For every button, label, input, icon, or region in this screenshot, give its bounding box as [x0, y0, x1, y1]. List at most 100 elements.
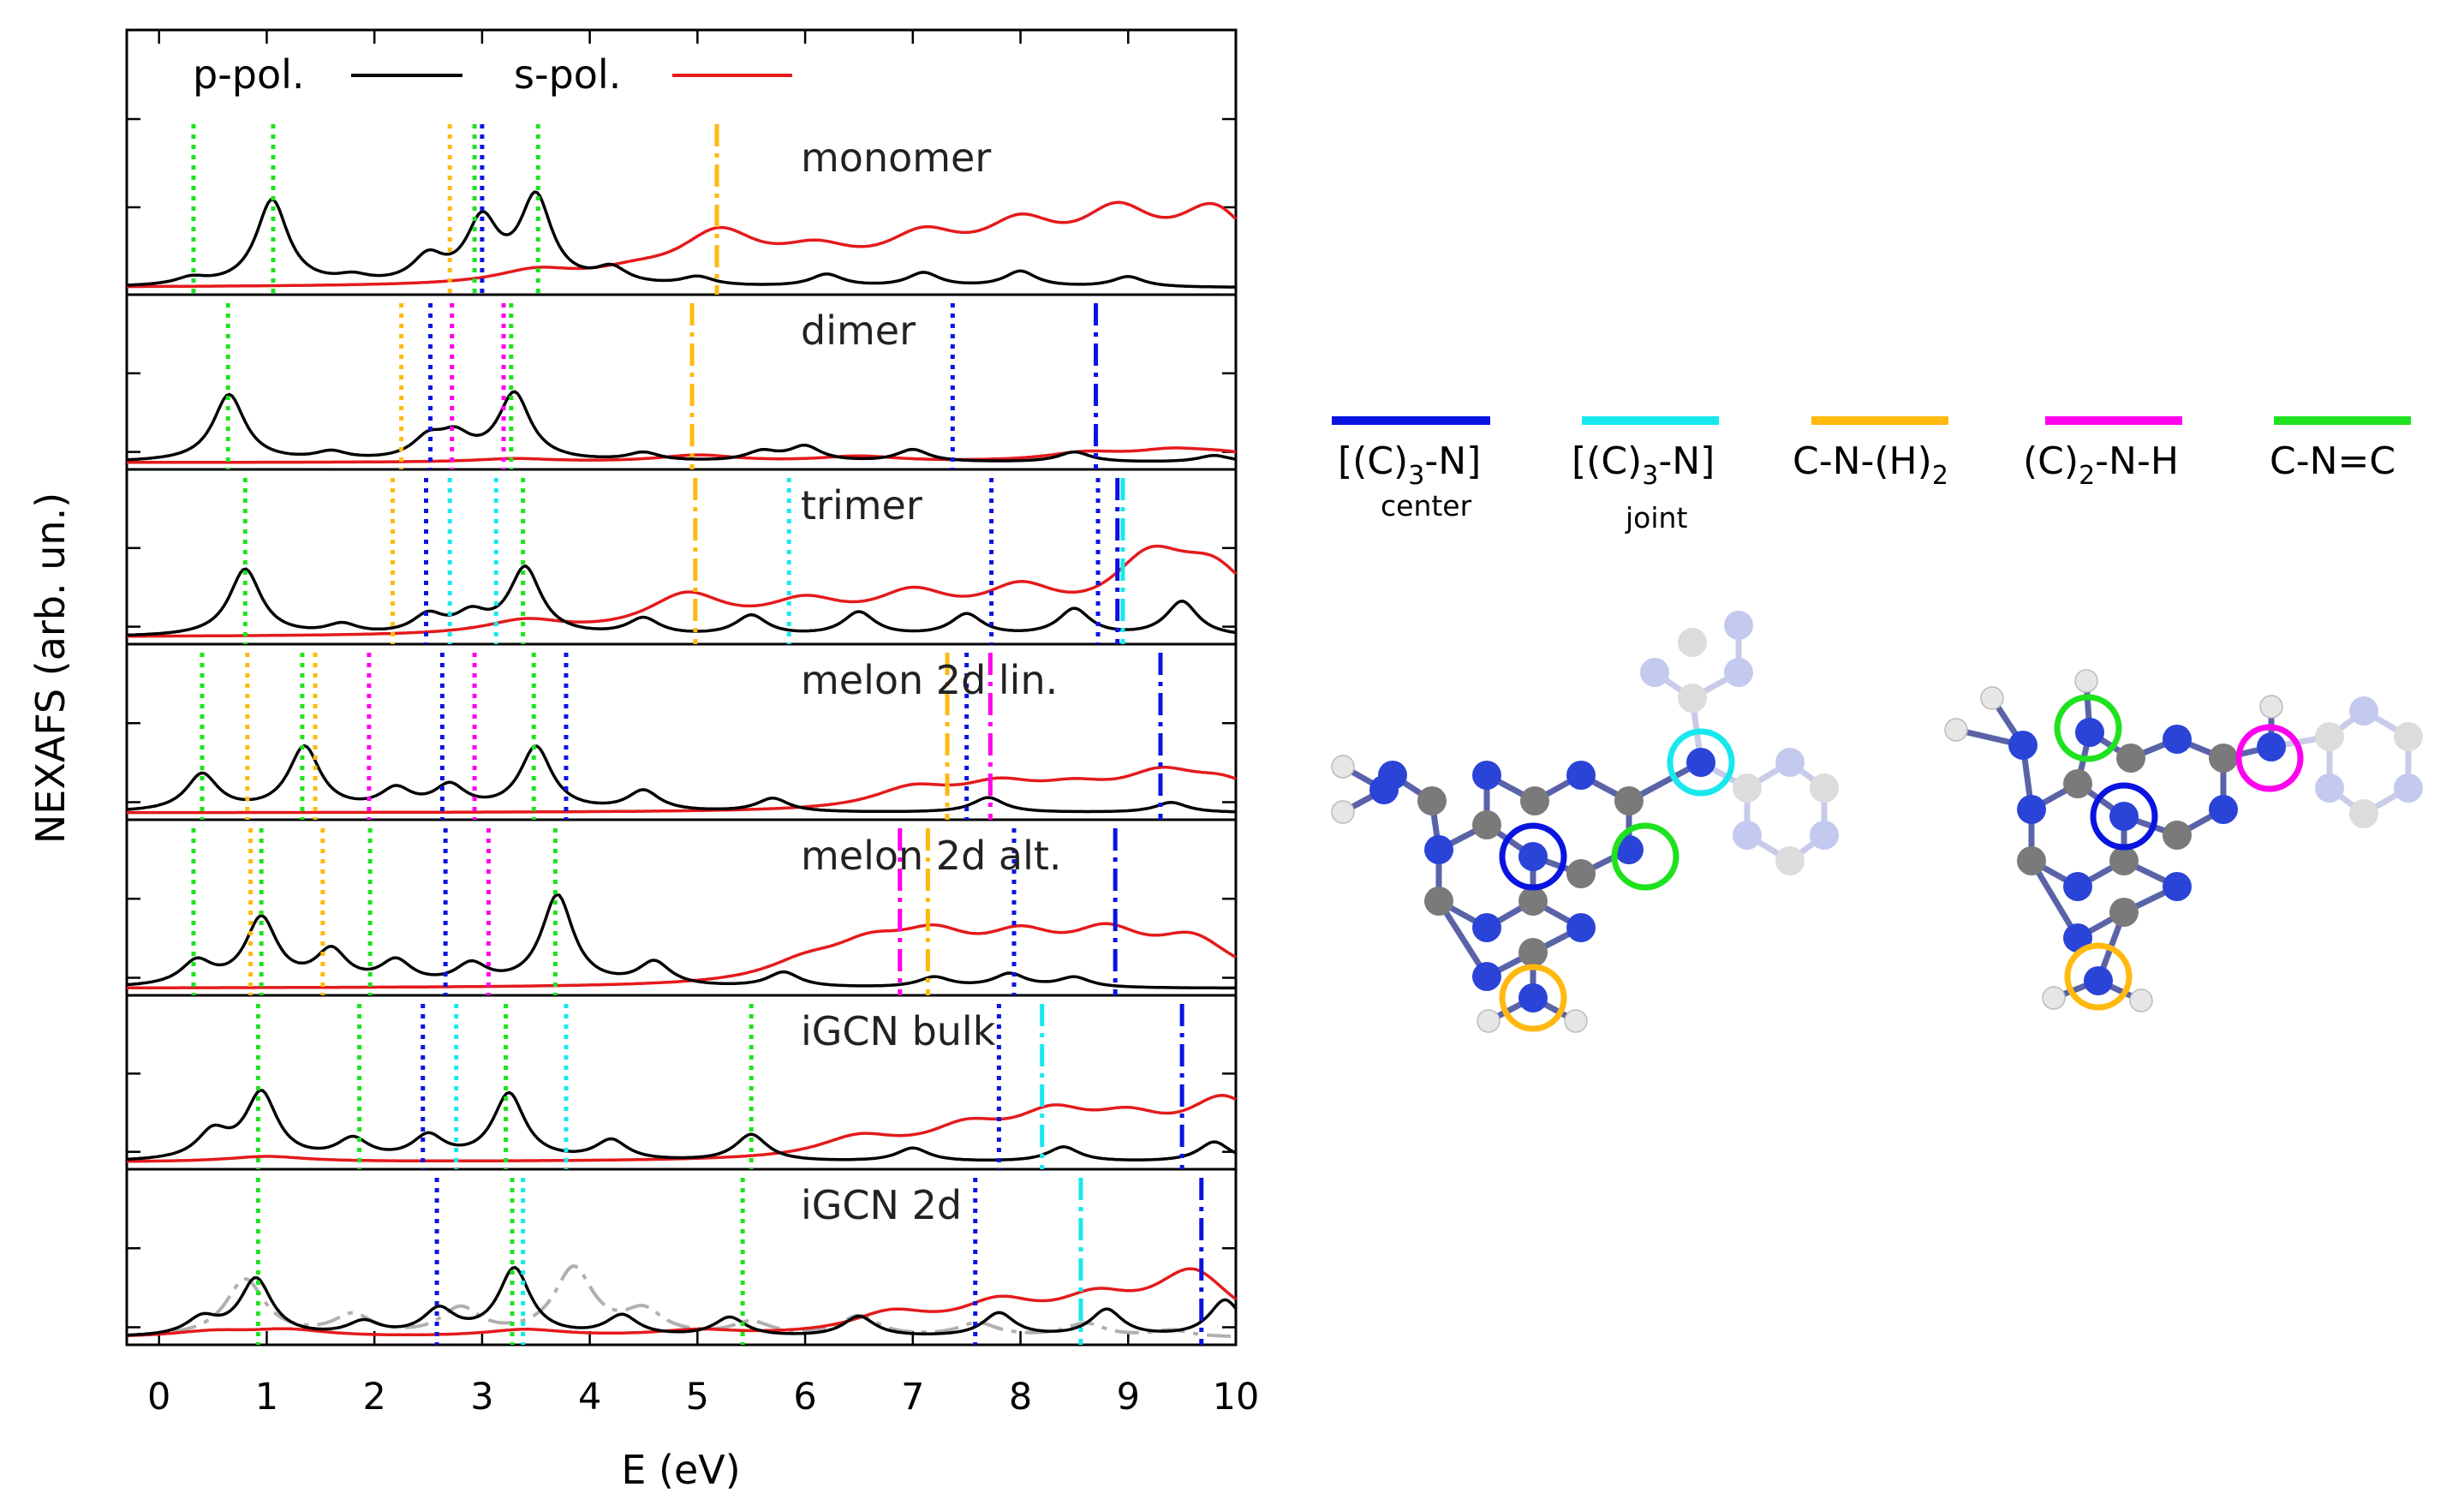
nitrogen-atom: [2017, 795, 2046, 824]
carbon-atom: [2394, 722, 2423, 751]
nitrogen-atom: [1724, 611, 1753, 640]
s-pol-curve: [126, 766, 1237, 815]
carbon-atom: [2349, 799, 2378, 828]
nitrogen-atom: [2394, 773, 2423, 803]
carbon-atom: [2163, 821, 2192, 850]
green-highlight-ring: [1611, 822, 1679, 891]
panel-dimer: dimer: [126, 303, 1237, 469]
bond-type-key: [(C)3-N] center [(C)3-N] joint C-N-(H)2 …: [1332, 416, 2411, 535]
p-pol-curve: [126, 190, 1237, 289]
panel-igcn-bulk: iGCN bulk: [126, 1004, 1237, 1169]
nitrogen-atom: [1472, 962, 1501, 991]
carbon-atom: [2017, 846, 2046, 875]
panel-igcn-2d: iGCN 2d: [126, 1178, 1238, 1345]
nitrogen-atom: [1686, 748, 1715, 777]
legend-p-pol-label: p-pol.: [193, 51, 305, 98]
key-sub-joint: joint: [1625, 501, 1687, 535]
bond: [1436, 899, 1489, 978]
nitrogen-atom: [1566, 761, 1596, 790]
key-label-center: [(C)3-N]: [1338, 439, 1481, 491]
carbon-atom: [1678, 684, 1707, 713]
carbon-atom: [1520, 786, 1549, 815]
x-tick-label: 9: [1117, 1376, 1140, 1418]
key-swatch-imine: [2045, 416, 2182, 425]
y-axis-title: NEXAFS (arb. un.): [27, 493, 74, 844]
carbon-atom: [1472, 810, 1501, 839]
carbon-atom: [1566, 859, 1596, 888]
molecule-melon-alternate: [1944, 669, 2423, 1012]
nitrogen-atom: [2163, 872, 2192, 901]
panel-title: monomer: [801, 134, 991, 181]
x-tick-label: 1: [255, 1376, 278, 1418]
key-label-amine: C-N-(H)2: [1793, 439, 1948, 491]
orange-highlight-ring: [2064, 942, 2133, 1011]
s-pol-curve: [126, 1267, 1238, 1337]
p-pol-curve: [126, 1089, 1237, 1162]
nitrogen-atom: [1733, 821, 1762, 850]
carbon-atom: [1810, 773, 1839, 803]
x-tick-label: 3: [470, 1376, 493, 1418]
p-pol-curve: [126, 1265, 1238, 1337]
legend: p-pol. s-pol.: [193, 51, 792, 98]
p-pol-curve: [126, 893, 1236, 990]
key-sub-center: center: [1381, 489, 1472, 523]
s-pol-curve: [127, 1094, 1237, 1163]
nitrogen-atom: [2315, 773, 2344, 803]
orange-highlight-ring: [1499, 964, 1567, 1032]
carbon-atom: [1733, 773, 1762, 803]
nitrogen-atom: [1518, 983, 1548, 1012]
x-tick-label: 5: [686, 1376, 709, 1418]
nitrogen-atom: [2109, 802, 2139, 831]
x-tick-label: 6: [793, 1376, 816, 1418]
hydrogen-atom: [1477, 1009, 1500, 1033]
nitrogen-atom: [1518, 842, 1548, 871]
carbon-atom: [2315, 722, 2344, 751]
key-item-cnc: C-N=C: [2270, 416, 2411, 483]
panel-title: trimer: [801, 482, 922, 529]
nitrogen-atom: [1566, 913, 1596, 942]
x-tick-label: 0: [147, 1376, 170, 1418]
carbon-atom: [1518, 887, 1548, 916]
green-highlight-ring: [2054, 694, 2122, 762]
carbon-atom: [2116, 744, 2145, 773]
carbon-atom: [1614, 786, 1644, 815]
bond: [2028, 859, 2081, 940]
x-tick-label: 8: [1009, 1376, 1032, 1418]
s-pol-curve: [127, 544, 1238, 638]
hydrogen-atom: [2129, 988, 2153, 1012]
panel-title: melon 2d alt.: [801, 833, 1062, 879]
carbon-atom: [1417, 786, 1447, 815]
hydrogen-atom: [2042, 986, 2066, 1010]
panel-trimer: trimer: [126, 478, 1238, 644]
panel-melon-2d-alt-: melon 2d alt.: [126, 828, 1237, 995]
blue-highlight-ring: [1499, 822, 1567, 891]
key-item-joint: [(C)3-N] joint: [1572, 416, 1719, 535]
nitrogen-atom: [1369, 775, 1399, 804]
nitrogen-atom: [1472, 913, 1501, 942]
nitrogen-atom: [2063, 923, 2092, 953]
x-tick-label: 10: [1213, 1376, 1260, 1418]
nitrogen-atom: [2349, 696, 2378, 726]
carbon-atom: [2209, 744, 2238, 773]
nitrogen-atom: [1424, 835, 1453, 864]
panel-title: iGCN bulk: [801, 1008, 996, 1054]
nitrogen-atom: [2075, 718, 2104, 747]
p-pol-curve: [126, 390, 1237, 463]
hydrogen-atom: [1331, 755, 1355, 779]
nitrogen-atom: [2063, 872, 2092, 901]
nitrogen-atom: [2209, 795, 2238, 824]
panel-monomer: monomer: [126, 117, 1238, 295]
carbon-atom: [1518, 938, 1548, 967]
hydrogen-atom: [1564, 1009, 1588, 1033]
x-axis-title: E (eV): [621, 1447, 740, 1493]
hydrogen-atom: [1944, 718, 1968, 742]
x-tick-label: 2: [362, 1376, 385, 1418]
molecule-melon-linear: [1331, 611, 1839, 1033]
s-pol-curve: [126, 922, 1237, 990]
carbon-atom: [1678, 628, 1707, 657]
nexafs-chart: 0 1 2 3 4 5 6 7 8 9 10 monomer dimer trimer melon 2d l…: [125, 28, 1260, 1418]
panel-title: iGCN 2d: [801, 1182, 962, 1228]
nitrogen-atom: [1640, 658, 1669, 687]
blue-highlight-ring: [2090, 782, 2158, 851]
key-swatch-cnc: [2274, 416, 2411, 425]
